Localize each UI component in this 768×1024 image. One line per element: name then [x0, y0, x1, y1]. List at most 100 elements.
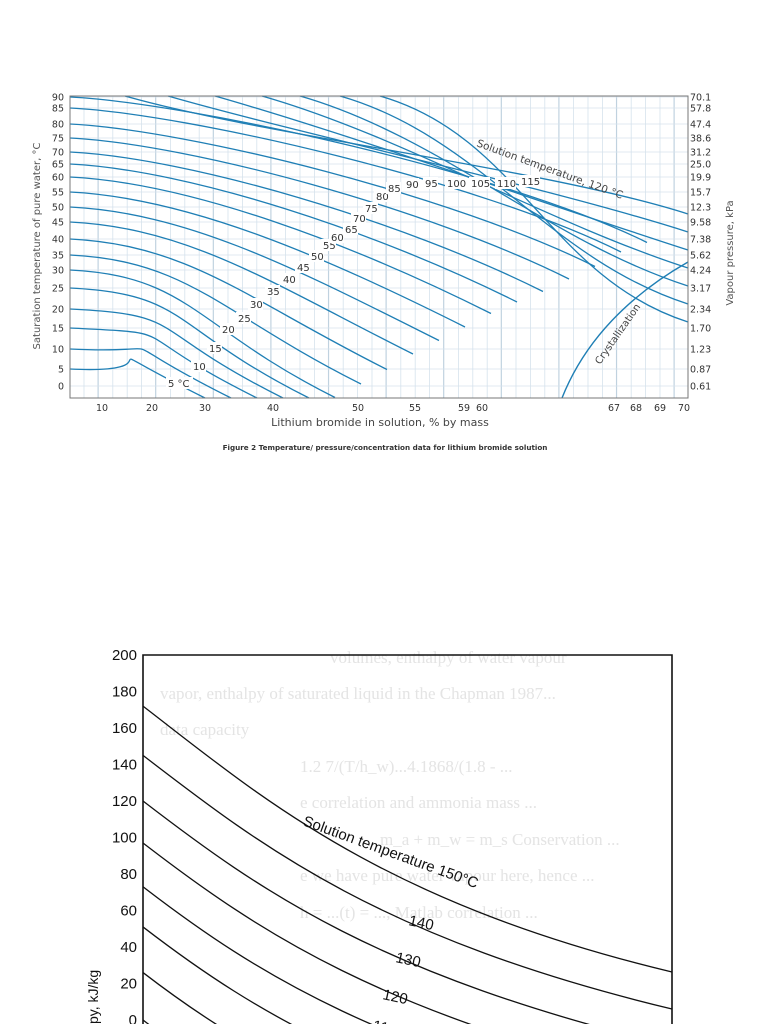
svg-text:50: 50 — [311, 252, 324, 263]
svg-text:80: 80 — [376, 192, 389, 203]
svg-text:90: 90 — [406, 180, 419, 191]
top-curve-label: Solution temperature 150°C — [301, 813, 481, 892]
svg-text:30: 30 — [199, 403, 211, 414]
svg-text:5.62: 5.62 — [690, 251, 711, 262]
svg-text:60: 60 — [331, 233, 344, 244]
svg-text:70: 70 — [353, 214, 366, 225]
svg-text:55: 55 — [323, 241, 336, 252]
svg-text:35: 35 — [52, 251, 64, 262]
svg-text:55: 55 — [52, 188, 64, 199]
svg-text:140: 140 — [112, 757, 137, 774]
svg-text:75: 75 — [365, 204, 378, 215]
solution-temperature-curves — [69, 95, 689, 399]
svg-text:25.0: 25.0 — [690, 160, 711, 171]
x-axis-title: Lithium bromide in solution, % by mass — [271, 416, 489, 429]
svg-text:0: 0 — [129, 1012, 137, 1024]
figure-caption: Figure 2 Temperature/ pressure/concentra… — [223, 443, 548, 452]
bleed-line: data capacity — [160, 720, 250, 739]
svg-text:70.1: 70.1 — [690, 93, 711, 104]
svg-text:60: 60 — [120, 903, 137, 920]
svg-text:5: 5 — [58, 365, 64, 376]
svg-text:105: 105 — [471, 179, 490, 190]
enthalpy-curves — [142, 705, 673, 1024]
crystallization-curve — [561, 261, 689, 399]
svg-text:50: 50 — [52, 203, 64, 214]
svg-text:31.2: 31.2 — [690, 148, 711, 159]
svg-text:30: 30 — [250, 300, 263, 311]
plot-frame — [69, 95, 689, 399]
svg-text:9.58: 9.58 — [690, 218, 711, 229]
bleed-line: e we have pure water vapour here, hence … — [300, 866, 595, 885]
svg-text:30: 30 — [52, 266, 64, 277]
svg-text:1.70: 1.70 — [690, 324, 711, 335]
y2-axis-title: Vapour pressure, kPa — [725, 200, 736, 305]
svg-text:70: 70 — [678, 403, 690, 414]
bleed-line: h = ...(t) = ..., Matlab correlation ... — [300, 903, 538, 922]
svg-text:55: 55 — [409, 403, 421, 414]
y-axis-ticks: 0 20 40 60 80 100 120 140 160 180 200 — [112, 647, 137, 1024]
bleed-line: e correlation and ammonia mass ... — [300, 793, 537, 812]
svg-text:35: 35 — [267, 287, 280, 298]
svg-text:0: 0 — [58, 382, 64, 393]
curve-label-110: 11 — [371, 1017, 390, 1024]
svg-text:80: 80 — [52, 120, 64, 131]
svg-text:10: 10 — [193, 362, 206, 373]
svg-text:65: 65 — [345, 225, 358, 236]
svg-text:160: 160 — [112, 720, 137, 737]
svg-text:100: 100 — [112, 830, 137, 847]
svg-text:25: 25 — [52, 284, 64, 295]
svg-text:0.61: 0.61 — [690, 382, 711, 393]
curve-label-130: 130 — [394, 949, 422, 971]
svg-text:15: 15 — [52, 324, 64, 335]
svg-text:3.17: 3.17 — [690, 284, 711, 295]
svg-text:115: 115 — [521, 177, 540, 188]
svg-text:67: 67 — [608, 403, 620, 414]
svg-text:45: 45 — [297, 263, 310, 274]
svg-text:20: 20 — [52, 305, 64, 316]
svg-text:60: 60 — [476, 403, 488, 414]
svg-text:68: 68 — [630, 403, 642, 414]
svg-text:12.3: 12.3 — [690, 203, 711, 214]
svg-text:15.7: 15.7 — [690, 188, 711, 199]
svg-text:0.87: 0.87 — [690, 365, 711, 376]
svg-text:38.6: 38.6 — [690, 134, 711, 145]
svg-text:40: 40 — [267, 403, 279, 414]
bleed-line: m_a + m_w = m_s Conservation ... — [380, 830, 620, 849]
svg-text:110: 110 — [497, 179, 516, 190]
bleed-line: volumes, enthalpy of water vapour — [330, 648, 567, 667]
svg-text:20: 20 — [222, 325, 235, 336]
svg-text:19.9: 19.9 — [690, 173, 711, 184]
svg-text:57.8: 57.8 — [690, 104, 711, 115]
svg-text:1.23: 1.23 — [690, 345, 711, 356]
svg-text:7.38: 7.38 — [690, 235, 711, 246]
svg-text:120: 120 — [112, 793, 137, 810]
svg-text:10: 10 — [96, 403, 108, 414]
svg-text:80: 80 — [120, 866, 137, 883]
chart-frame — [142, 654, 673, 1024]
svg-text:65: 65 — [52, 160, 64, 171]
svg-text:20: 20 — [120, 976, 137, 993]
svg-text:90: 90 — [52, 93, 64, 104]
svg-text:4.24: 4.24 — [690, 266, 711, 277]
svg-text:5 °C: 5 °C — [168, 379, 190, 390]
y-axis-title: py, kJ/kg — [85, 970, 101, 1024]
bleed-line: vapor, enthalpy of saturated liquid in t… — [160, 684, 556, 703]
svg-text:10: 10 — [52, 345, 64, 356]
svg-text:75: 75 — [52, 134, 64, 145]
curve-label-120: 120 — [381, 986, 409, 1008]
bleed-line: 1.2 7/(T/h_w)...4.1868/(1.8 - ... — [300, 757, 513, 776]
svg-text:95: 95 — [425, 179, 438, 190]
svg-text:20: 20 — [146, 403, 158, 414]
svg-text:40: 40 — [120, 939, 137, 956]
y-axis-title: Saturation temperature of pure water, °C — [32, 143, 43, 350]
svg-text:59: 59 — [458, 403, 470, 414]
svg-text:69: 69 — [654, 403, 666, 414]
x-axis-ticks: 10 20 30 40 50 55 59 60 67 68 69 70 — [96, 403, 690, 414]
svg-text:100: 100 — [447, 179, 466, 190]
svg-text:25: 25 — [238, 314, 251, 325]
svg-text:47.4: 47.4 — [690, 120, 711, 131]
enthalpy-chart: 0 20 40 60 80 100 120 140 160 180 200 py, kJ/kg So… — [85, 647, 673, 1024]
crystallization-label: Crystallization — [593, 302, 643, 367]
svg-text:2.34: 2.34 — [690, 305, 711, 316]
